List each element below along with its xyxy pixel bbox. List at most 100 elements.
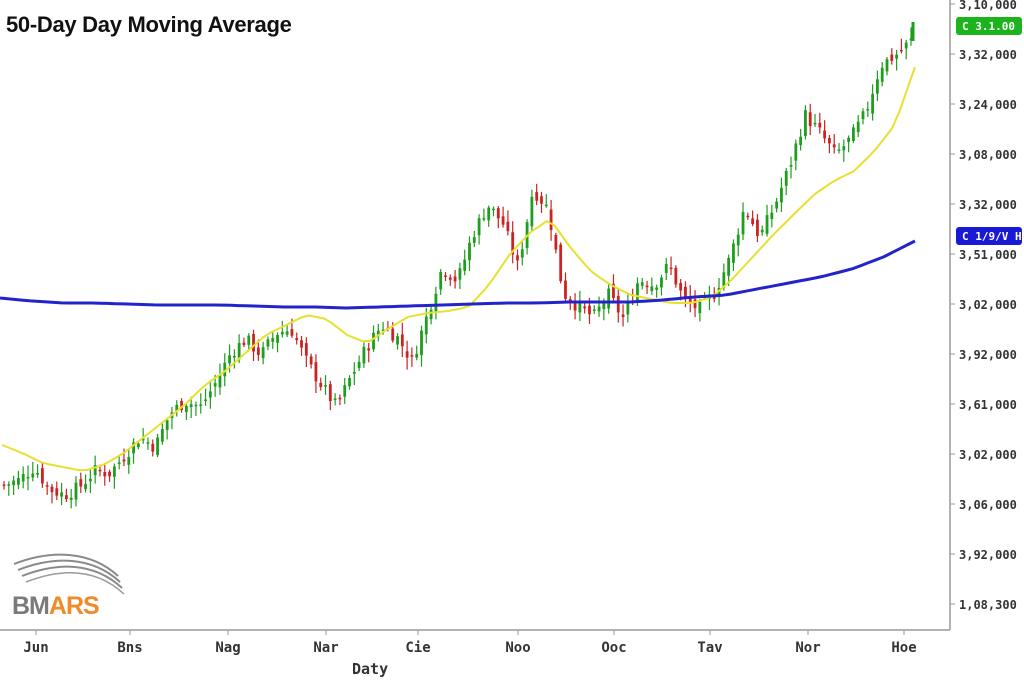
candle — [180, 398, 183, 413]
price-tag: C 3.1.00 — [956, 17, 1022, 35]
candle-body — [204, 399, 207, 402]
y-tick-label: 3,10,000 — [959, 0, 1017, 12]
candle-body — [775, 201, 779, 209]
candle-body — [151, 443, 155, 452]
candle-body — [69, 497, 73, 500]
candle — [108, 469, 111, 482]
candle — [655, 284, 659, 298]
candle — [516, 249, 519, 271]
candle-body — [712, 297, 716, 299]
candle — [434, 286, 438, 320]
y-tick-label: 3,92,000 — [959, 548, 1017, 562]
candle-body — [434, 293, 438, 313]
candle — [496, 206, 500, 229]
candle-body — [156, 437, 159, 456]
candle — [242, 337, 246, 348]
candle-body — [751, 218, 755, 225]
candle-body — [842, 146, 846, 151]
candle — [818, 112, 822, 134]
candle-body — [381, 329, 385, 332]
candle — [141, 428, 145, 444]
candle-body — [612, 283, 615, 299]
candle — [12, 475, 15, 495]
moving-average-long-line — [0, 239, 916, 310]
candle-body — [448, 277, 452, 280]
candle-body — [554, 235, 558, 250]
candle — [573, 293, 577, 320]
candle-body — [458, 268, 462, 280]
x-tick-label: Hoe — [891, 640, 916, 656]
candle — [612, 274, 615, 303]
candle — [396, 333, 399, 350]
candle-body — [477, 218, 481, 236]
candle — [175, 400, 179, 417]
candle — [549, 199, 553, 241]
candle-body — [794, 143, 798, 161]
candle-body — [674, 267, 678, 285]
candle — [856, 115, 860, 138]
candle — [842, 139, 846, 162]
candle-body — [472, 237, 476, 243]
candle-body — [540, 196, 543, 204]
candle-body — [180, 401, 183, 410]
candle-body — [324, 385, 327, 387]
candle — [876, 70, 879, 101]
candle — [669, 256, 673, 276]
candle — [247, 333, 251, 351]
candle-body — [348, 378, 351, 387]
candle-body — [108, 471, 111, 477]
x-tick-label: Tav — [697, 640, 722, 656]
candle — [127, 448, 131, 474]
candle-body — [117, 462, 121, 464]
candle — [607, 283, 611, 314]
candle — [314, 354, 318, 394]
candle-body — [309, 356, 313, 365]
candle-body — [861, 111, 865, 120]
candle-body — [832, 144, 836, 148]
candle-body — [352, 371, 356, 374]
candle — [45, 481, 49, 495]
candle — [151, 439, 155, 457]
candle — [698, 298, 702, 322]
candle — [559, 242, 563, 284]
candle-body — [12, 480, 15, 486]
candle — [218, 363, 222, 395]
candle — [400, 322, 404, 358]
y-tick-label: 3,24,000 — [959, 98, 1017, 112]
candle-body — [468, 242, 471, 261]
candle — [26, 465, 30, 491]
candle — [271, 332, 275, 349]
y-tick-label: 1,08,300 — [959, 598, 1017, 612]
candle-body — [232, 355, 236, 358]
candle — [852, 124, 855, 144]
candle-body — [664, 264, 668, 274]
candle — [338, 394, 342, 406]
candle — [640, 277, 644, 290]
x-tick-label: Nag — [215, 640, 240, 656]
candle — [367, 342, 371, 363]
candle-body — [189, 404, 193, 408]
candle — [626, 294, 630, 323]
candlestick-series — [2, 22, 915, 509]
x-tick-label: Jun — [23, 640, 48, 656]
candle-body — [784, 171, 788, 186]
candle — [79, 472, 83, 493]
candle-body — [698, 301, 702, 314]
candle — [199, 393, 203, 414]
plot-area — [0, 22, 916, 509]
candle — [794, 139, 798, 171]
candle-body — [799, 136, 803, 146]
candle — [93, 455, 97, 484]
candle — [660, 274, 663, 296]
candle-body — [693, 299, 697, 309]
candle — [405, 340, 409, 370]
candle-body — [496, 208, 500, 219]
y-tick-label: 3,02,000 — [959, 298, 1017, 312]
candle-body — [218, 375, 222, 388]
candle-body — [813, 122, 817, 125]
candle — [804, 105, 807, 140]
candle — [223, 353, 227, 387]
candle — [324, 375, 327, 395]
